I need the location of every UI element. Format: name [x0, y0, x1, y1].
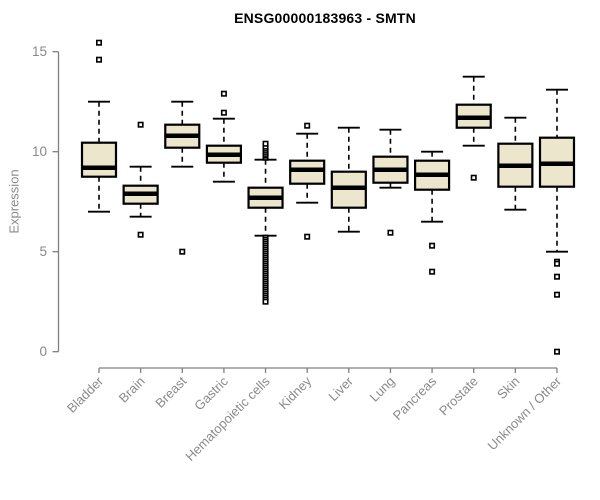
- outlier-point: [262, 140, 269, 147]
- x-tick-label-pancreas: Pancreas: [390, 373, 440, 423]
- box-liver: [330, 126, 367, 233]
- outlier-point: [220, 109, 227, 116]
- iqr-box: [80, 141, 118, 178]
- outlier-point: [470, 174, 477, 181]
- x-tick-label-breast: Breast: [152, 373, 189, 410]
- chart-title: ENSG00000183963 - SMTN: [234, 10, 416, 26]
- box-kidney: [289, 122, 326, 240]
- outlier-point: [553, 260, 560, 267]
- outlier-point: [553, 273, 560, 280]
- outlier-point: [429, 242, 436, 249]
- outlier-point: [553, 348, 560, 355]
- y-tick-label: 15: [32, 44, 47, 59]
- outlier-point: [262, 298, 269, 305]
- x-tick-label-liver: Liver: [325, 373, 356, 404]
- x-tick-label-gastric: Gastric: [191, 373, 231, 413]
- outlier-point: [179, 248, 186, 255]
- box-hematopoietic-cells: [247, 140, 284, 305]
- box-pancreas: [413, 150, 451, 275]
- outlier-point: [137, 121, 144, 128]
- outlier-point: [304, 233, 311, 240]
- box-prostate: [455, 75, 492, 181]
- outlier-point: [96, 56, 103, 63]
- outlier-point: [387, 229, 394, 236]
- box-lung: [372, 128, 409, 236]
- box-brain: [122, 121, 159, 238]
- outlier-point: [304, 122, 311, 129]
- outlier-point: [96, 39, 103, 46]
- x-tick-label-bladder: Bladder: [64, 373, 107, 416]
- x-tick-label-kidney: Kidney: [276, 373, 315, 412]
- x-tick-label-brain: Brain: [116, 374, 148, 406]
- outlier-point: [429, 268, 436, 275]
- box-breast: [164, 100, 201, 255]
- outlier-point: [220, 90, 227, 97]
- box-skin: [497, 116, 534, 211]
- outlier-point: [137, 231, 144, 238]
- box-bladder: [80, 39, 118, 213]
- y-tick-label: 0: [39, 344, 47, 359]
- x-tick-label-unknown-other: Unknown / Other: [485, 373, 565, 453]
- y-tick-label: 5: [39, 244, 47, 259]
- x-tick-label-prostate: Prostate: [436, 374, 481, 419]
- box-gastric: [205, 90, 243, 183]
- box-unknown-other: [538, 88, 576, 355]
- x-tick-label-lung: Lung: [367, 374, 398, 405]
- x-tick-label-skin: Skin: [494, 374, 522, 402]
- iqr-box: [289, 159, 326, 185]
- y-tick-label: 10: [32, 144, 47, 159]
- outlier-point: [553, 291, 560, 298]
